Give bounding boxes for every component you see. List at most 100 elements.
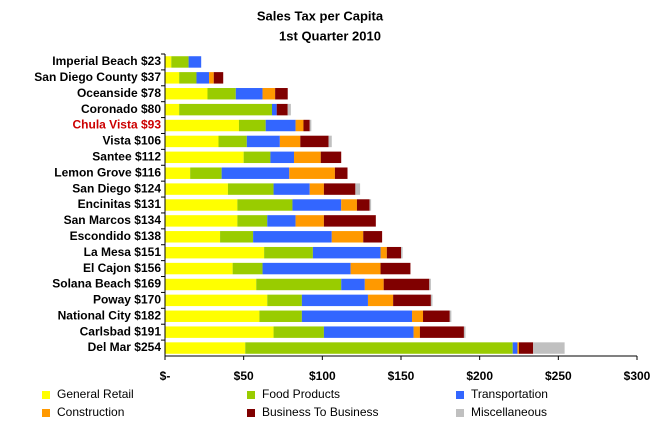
bar-segment <box>270 151 295 164</box>
bar-segment <box>309 119 312 132</box>
y-tick-label: San Diego $124 <box>72 181 161 195</box>
bar-segment <box>517 342 519 354</box>
y-tick-label: Encinitas $131 <box>78 197 162 211</box>
bar-segment <box>165 183 228 195</box>
legend-label: Construction <box>57 405 124 419</box>
bar-segment <box>165 262 233 275</box>
y-tick-label: La Mesa $151 <box>84 245 162 259</box>
bar-segment <box>179 103 272 116</box>
bar-segment <box>512 342 518 354</box>
bar-segment <box>165 167 191 179</box>
bar-segment <box>320 151 342 164</box>
legend-swatch <box>42 391 50 399</box>
bar-segment <box>165 88 208 100</box>
bar-segment <box>165 342 246 354</box>
bar-segment <box>245 342 513 354</box>
x-tick-label: $150 <box>388 369 415 383</box>
bar-segment <box>295 119 304 132</box>
legend-label: Miscellaneous <box>471 405 547 419</box>
bar-segment <box>331 231 364 243</box>
bar-segment <box>165 56 172 68</box>
bar-segment <box>289 167 335 179</box>
bar-segment <box>429 278 431 291</box>
bar-segment <box>213 72 224 84</box>
x-tick-label: $200 <box>466 369 493 383</box>
bar-segment <box>380 262 411 275</box>
bar-segment <box>533 342 565 354</box>
y-tick-label: El Cajon $156 <box>83 261 161 275</box>
y-tick-label: Imperial Beach $23 <box>52 54 161 68</box>
bar-segment <box>262 88 276 100</box>
bar-segment <box>364 278 384 291</box>
y-tick-label: Poway $170 <box>93 293 161 307</box>
bar-segment <box>232 262 263 275</box>
bar-segment <box>165 310 260 322</box>
bar-segment <box>380 246 387 259</box>
bar-segment <box>220 231 254 243</box>
bar-segment <box>267 215 296 227</box>
bar-segment <box>256 278 342 291</box>
bar-segment <box>243 151 271 164</box>
bar-segment <box>413 326 420 338</box>
bar-segment <box>341 199 357 211</box>
bar-segment <box>273 326 324 338</box>
bar-segment <box>323 326 414 338</box>
bar-segment <box>165 103 180 116</box>
bar-segment <box>207 88 236 100</box>
x-tick-label: $50 <box>234 369 254 383</box>
bar-segment <box>273 183 310 195</box>
y-tick-label: Solana Beach $169 <box>52 277 161 291</box>
bar-segment <box>165 231 221 243</box>
bar-segment <box>367 294 394 307</box>
bar-segment <box>323 215 376 227</box>
bar-segment <box>386 246 401 259</box>
y-tick-label: Santee $112 <box>92 149 161 163</box>
bar-segment <box>303 119 310 132</box>
x-tick-label: $100 <box>309 369 336 383</box>
bar-segment <box>312 246 381 259</box>
legend-label: Transportation <box>471 387 548 401</box>
bar-segment <box>171 56 189 68</box>
bar-segment <box>165 199 238 211</box>
x-tick-label: $300 <box>624 369 651 383</box>
chart-title: Sales Tax per Capita <box>257 8 384 23</box>
bar-segment <box>383 278 430 291</box>
bar-segment <box>271 103 277 116</box>
bar-segment <box>287 103 291 116</box>
bar-segment <box>259 310 302 322</box>
chart-subtitle: 1st Quarter 2010 <box>279 28 381 43</box>
bar-segment <box>165 72 180 84</box>
bar-segment <box>262 262 351 275</box>
bar-segment <box>264 246 313 259</box>
legend-label: Business To Business <box>262 405 379 419</box>
bar-segment <box>165 215 238 227</box>
bar-segment <box>165 135 219 148</box>
y-tick-label: Escondido $138 <box>70 229 162 243</box>
y-tick-label: Chula Vista $93 <box>73 118 162 132</box>
bar-segment <box>190 167 222 179</box>
bar-segment <box>423 310 450 322</box>
legend-swatch <box>247 409 255 417</box>
bar-segment <box>300 135 329 148</box>
legend-label: General Retail <box>57 387 134 401</box>
bar-segment <box>369 199 372 211</box>
bar-segment <box>393 294 431 307</box>
bar-segment <box>412 310 424 322</box>
x-tick-label: $250 <box>545 369 572 383</box>
bar-segment <box>334 167 348 179</box>
bar-segment <box>227 183 274 195</box>
legend-swatch <box>42 409 50 417</box>
bar-segment <box>238 119 266 132</box>
bar-segment <box>188 56 202 68</box>
bar-segment <box>165 326 274 338</box>
legend-label: Food Products <box>262 387 340 401</box>
bar-segment <box>309 183 324 195</box>
x-tick-label: $- <box>160 369 171 383</box>
bar-segment <box>218 135 247 148</box>
bar-segment <box>292 199 342 211</box>
y-tick-label: National City $182 <box>58 308 162 322</box>
bar-segment <box>356 199 370 211</box>
bar-segment <box>246 135 280 148</box>
legend-swatch <box>456 391 464 399</box>
bar-segment <box>355 183 361 195</box>
